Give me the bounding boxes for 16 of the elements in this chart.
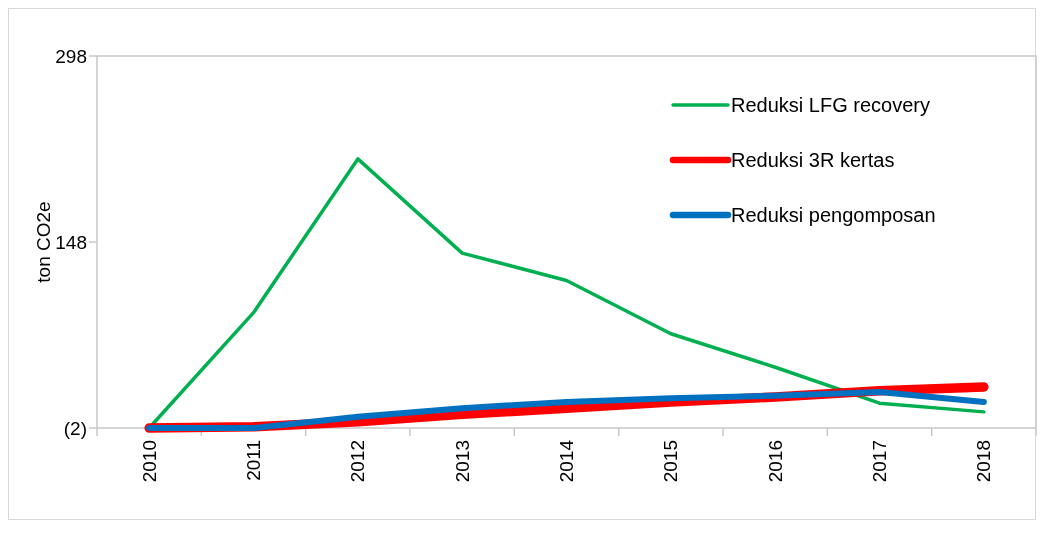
x-tick-label: 2018 <box>973 440 995 483</box>
x-tick-label: 2013 <box>451 440 473 483</box>
legend-label: Reduksi pengomposan <box>731 204 936 226</box>
y-axis-title: ton CO2e <box>33 201 54 283</box>
x-tick-label: 2010 <box>138 440 160 483</box>
x-tick-label: 2017 <box>869 440 891 483</box>
y-tick-label: (2) <box>63 417 87 439</box>
x-tick-label: 2015 <box>660 440 682 483</box>
x-tick-label: 2011 <box>243 440 265 481</box>
y-tick-label: 148 <box>55 231 87 253</box>
legend-label: Reduksi LFG recovery <box>731 94 930 116</box>
x-tick-label: 2016 <box>764 440 786 483</box>
x-tick-label: 2014 <box>556 439 578 483</box>
x-tick-label: 2012 <box>347 440 369 483</box>
y-tick-label: 298 <box>55 45 87 67</box>
legend-label: Reduksi 3R kertas <box>731 149 895 171</box>
